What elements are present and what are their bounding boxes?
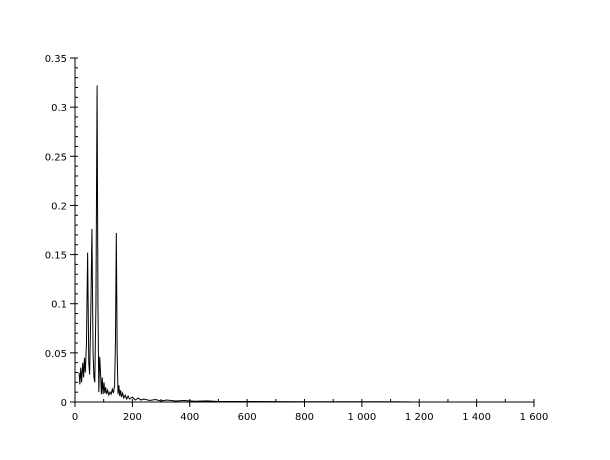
y-tick-label: 0.25: [45, 152, 67, 163]
y-tick-label: 0.15: [45, 251, 67, 262]
x-tick-label: 1 200: [405, 412, 434, 423]
x-tick-label: 800: [295, 412, 314, 423]
plot-area: [78, 85, 411, 403]
y-tick-label: 0.35: [45, 54, 67, 65]
y-tick-label: 0.3: [51, 103, 67, 114]
y-tick-label: 0.2: [51, 201, 67, 212]
x-tick-label: 600: [238, 412, 257, 423]
series-line: [78, 85, 411, 403]
x-tick-label: 1 400: [462, 412, 491, 423]
y-tick-label: 0.05: [45, 349, 67, 360]
x-tick-label: 200: [123, 412, 142, 423]
x-tick-label: 0: [72, 412, 78, 423]
x-tick-label: 400: [180, 412, 199, 423]
y-tick-label: 0: [61, 398, 67, 409]
y-tick-label: 0.1: [51, 300, 67, 311]
x-tick-label: 1 000: [348, 412, 377, 423]
x-tick-label: 1 600: [520, 412, 549, 423]
axes: 0 200 400 600 800 1 000 1 200 1 400 1 600 0 0.05 0.…: [45, 54, 549, 423]
